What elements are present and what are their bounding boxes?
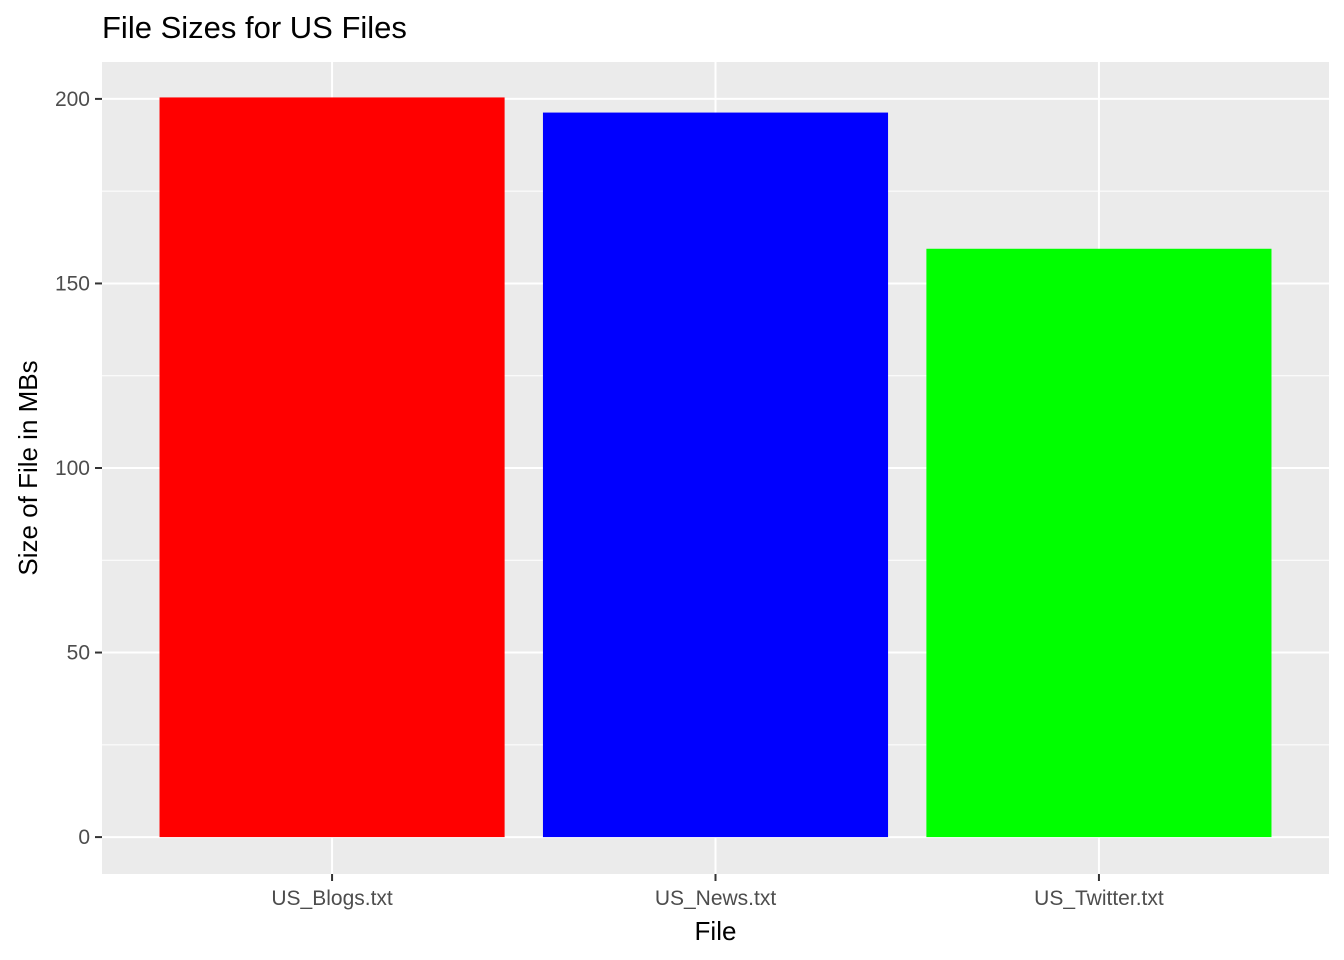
y-axis-title: Size of File in MBs — [13, 360, 43, 575]
bar-us-twitter-txt — [926, 248, 1272, 838]
bar-us-blogs-txt — [159, 97, 505, 838]
bar-us-news-txt — [542, 112, 889, 838]
y-axis: 0 50 100 150 200 — [55, 88, 102, 849]
x-tick-label: US_News.txt — [655, 887, 777, 910]
x-tick-label: US_Twitter.txt — [1034, 887, 1164, 910]
x-axis-title: File — [695, 916, 737, 946]
y-tick-label: 150 — [55, 272, 90, 295]
bars — [159, 97, 1272, 838]
chart-title: File Sizes for US Files — [102, 10, 407, 45]
x-axis: US_Blogs.txt US_News.txt US_Twitter.txt — [271, 874, 1164, 910]
y-tick-label: 0 — [78, 826, 90, 849]
y-tick-label: 50 — [67, 642, 90, 665]
y-tick-label: 200 — [55, 88, 90, 111]
x-tick-label: US_Blogs.txt — [271, 887, 393, 910]
y-tick-label: 100 — [55, 457, 90, 480]
